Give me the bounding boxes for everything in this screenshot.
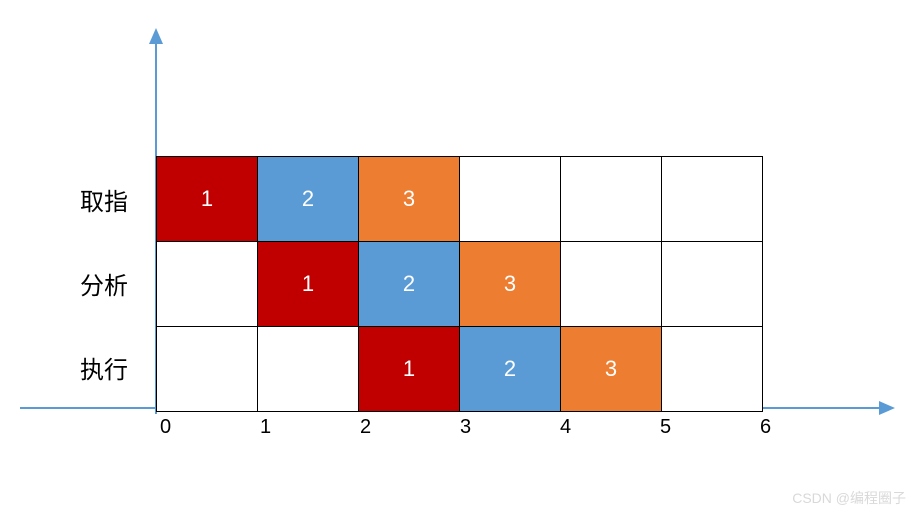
row-label: 取指 — [48, 182, 128, 217]
grid-cell — [561, 157, 662, 242]
grid-cell: 1 — [258, 242, 359, 327]
grid-cell — [662, 242, 763, 327]
x-tick: 6 — [760, 416, 771, 439]
grid-cell — [460, 157, 561, 242]
x-tick: 0 — [160, 416, 171, 439]
grid-cell — [662, 327, 763, 412]
grid-cell — [662, 157, 763, 242]
grid-cell: 1 — [157, 157, 258, 242]
grid-cell: 3 — [561, 327, 662, 412]
grid-cell: 3 — [359, 157, 460, 242]
x-tick: 2 — [360, 416, 371, 439]
grid-cell: 2 — [460, 327, 561, 412]
grid-row: 123 — [157, 157, 763, 242]
row-label: 执行 — [48, 350, 128, 385]
grid-cell — [258, 327, 359, 412]
grid-row: 123 — [157, 242, 763, 327]
x-tick: 1 — [260, 416, 271, 439]
pipeline-grid: 123123123 — [156, 156, 763, 412]
grid-cell — [157, 327, 258, 412]
grid-row: 123 — [157, 327, 763, 412]
grid-cell: 2 — [359, 242, 460, 327]
grid-cell: 1 — [359, 327, 460, 412]
grid-cell: 3 — [460, 242, 561, 327]
grid-cell — [157, 242, 258, 327]
grid-cell — [561, 242, 662, 327]
x-tick: 4 — [560, 416, 571, 439]
watermark: CSDN @编程圈子 — [792, 488, 906, 508]
grid-cell: 2 — [258, 157, 359, 242]
x-tick: 3 — [460, 416, 471, 439]
row-label: 分析 — [48, 266, 128, 301]
x-tick: 5 — [660, 416, 671, 439]
